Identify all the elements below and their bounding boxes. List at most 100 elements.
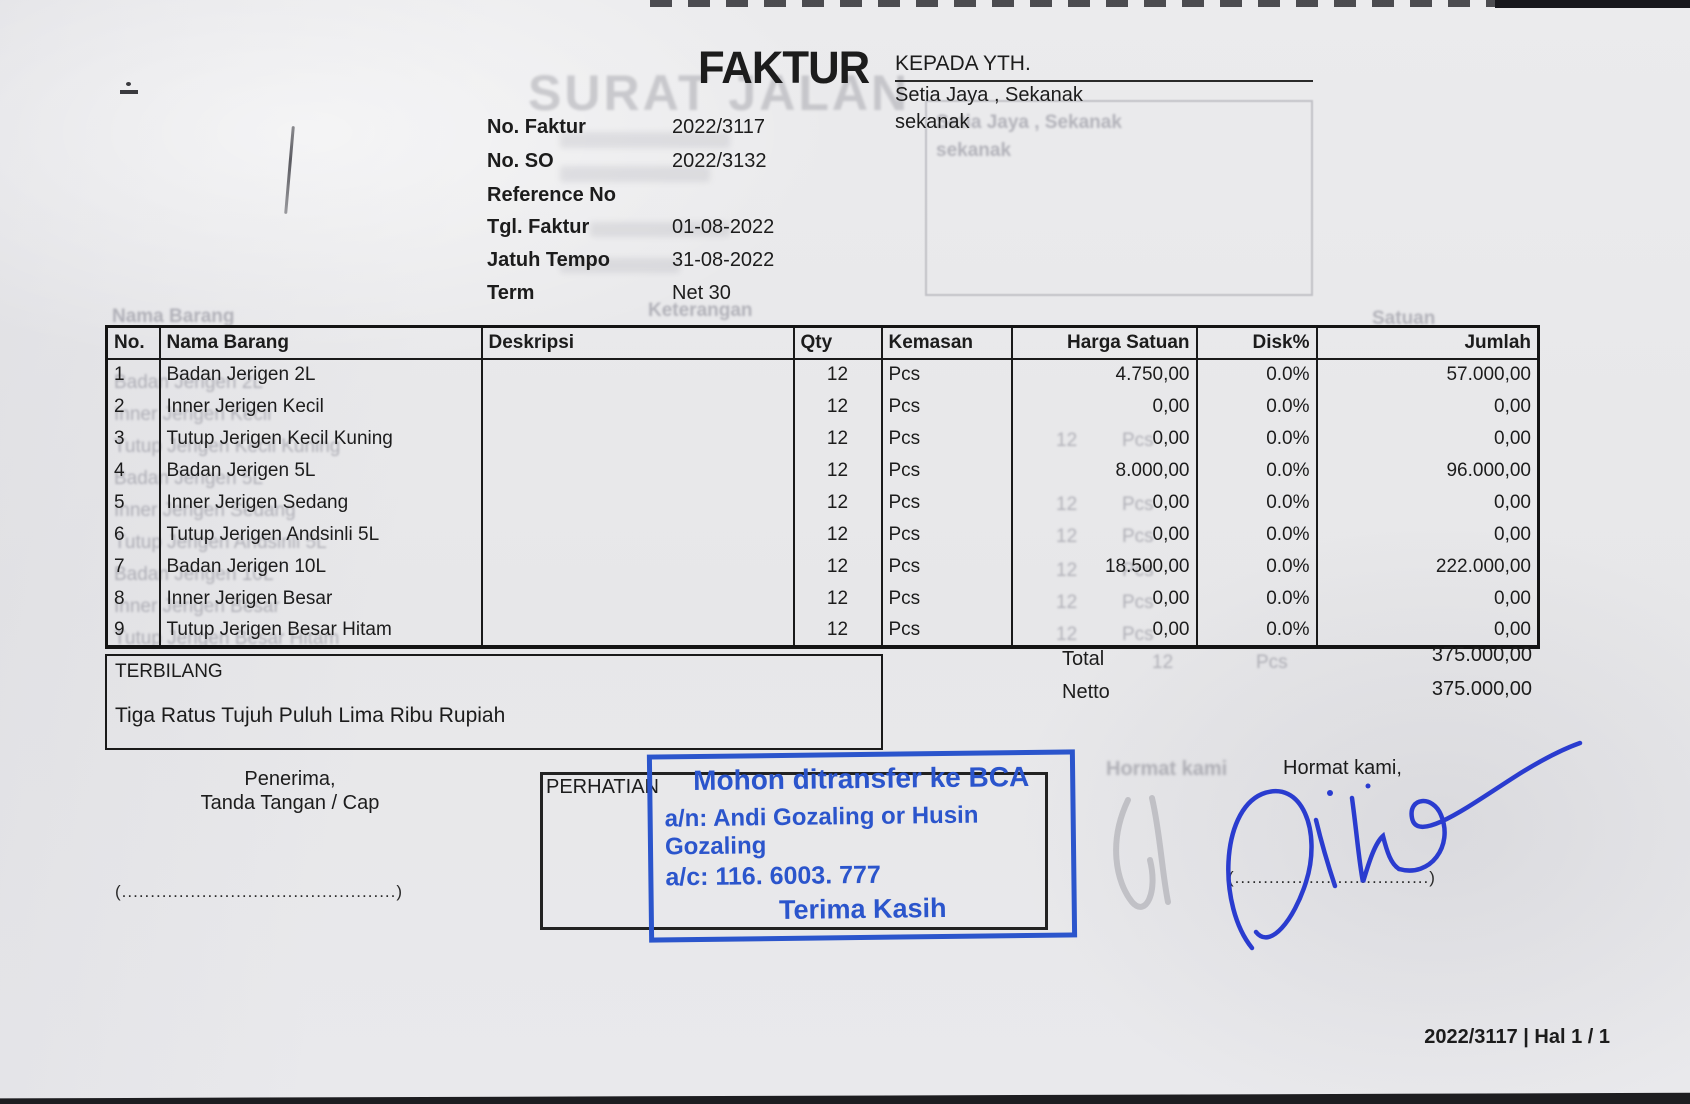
cell-kemasan: Pcs — [880, 422, 1013, 455]
stamp-line-thanks: Terima Kasih — [778, 892, 947, 926]
cell-nama: Badan Jerigen 10L — [158, 550, 483, 583]
meta-value-tgl-faktur: 01-08-2022 — [672, 216, 775, 238]
table-row: 7 Badan Jerigen 10L 12 Pcs 18.500,00 0.0% 222.… — [105, 550, 1540, 583]
col-qty: Qty — [792, 325, 883, 360]
total-label: Total — [1062, 648, 1105, 670]
cell-disk: 0.0% — [1195, 454, 1318, 487]
netto-value: 375.000,00 — [1431, 678, 1532, 700]
ghost-meta-smudge — [560, 258, 680, 273]
cell-jumlah: 222.000,00 — [1315, 550, 1540, 583]
table-row: 8 Inner Jerigen Besar 12 Pcs 0,00 0.0% 0,00 — [105, 582, 1540, 615]
cell-deskripsi — [480, 614, 795, 648]
cell-deskripsi — [480, 582, 795, 615]
cell-disk: 0.0% — [1195, 518, 1318, 551]
total-value: 375.000,00 — [1431, 644, 1532, 666]
cell-disk: 0.0% — [1195, 486, 1318, 519]
cell-deskripsi — [480, 486, 795, 519]
stamp-line-account-number: a/c: 116. 6003. 777 — [665, 860, 881, 892]
cell-disk: 0.0% — [1195, 390, 1318, 423]
meta-label-tgl-faktur: Tgl. Faktur — [487, 216, 590, 238]
cell-harga: 18.500,00 — [1010, 550, 1198, 583]
recipient-address: sekanak — [895, 111, 970, 133]
ghost-surat-jalan-title: SURAT JALAN — [528, 65, 911, 121]
cell-jumlah: 0,00 — [1315, 422, 1540, 455]
cell-qty: 12 — [792, 518, 883, 551]
cell-qty: 12 — [792, 582, 883, 615]
meta-value-no-so: 2022/3132 — [672, 150, 767, 172]
handwritten-signature — [1226, 740, 1583, 951]
stamp-line-transfer: Mohon ditransfer ke BCA — [692, 760, 1030, 797]
cell-qty: 12 — [792, 454, 883, 487]
penerima-label: Penerima, — [244, 768, 336, 790]
terbilang-amount-in-words: Tiga Ratus Tujuh Puluh Lima Ribu Rupiah — [115, 704, 506, 727]
cell-jumlah: 57.000,00 — [1315, 358, 1540, 391]
meta-label-reference-no: Reference No — [487, 184, 616, 206]
cell-jumlah: 0,00 — [1315, 390, 1540, 423]
cell-deskripsi — [480, 358, 795, 391]
meta-label-no-so: No. SO — [487, 150, 554, 172]
ghost-col-keterangan: Keterangan — [648, 300, 753, 321]
recipient-name: Setia Jaya , Sekanak — [895, 84, 1083, 106]
ghost-col-nama-barang: Nama Barang — [112, 306, 235, 327]
scan-bottom-edge-bar — [0, 1092, 1690, 1104]
cell-no: 6 — [105, 518, 161, 551]
cell-kemasan: Pcs — [880, 454, 1013, 487]
ghost-meta-smudge — [590, 222, 730, 237]
meta-value-jatuh-tempo: 31-08-2022 — [672, 249, 775, 271]
ghost-qty: 12 — [1152, 652, 1174, 673]
table-row: 5 Inner Jerigen Sedang 12 Pcs 0,00 0.0% 0,00 — [105, 486, 1540, 519]
col-no: No. — [105, 325, 161, 360]
cell-deskripsi — [480, 518, 795, 551]
page-title: FAKTUR — [698, 42, 870, 93]
cell-kemasan: Pcs — [880, 582, 1013, 615]
terbilang-label: TERBILANG — [115, 661, 223, 682]
cell-nama: Tutup Jerigen Kecil Kuning — [158, 422, 483, 455]
kepada-yth-label: KEPADA YTH. — [895, 52, 1313, 82]
cell-qty: 12 — [792, 614, 883, 648]
cell-harga: 0,00 — [1010, 518, 1198, 551]
cell-disk: 0.0% — [1195, 614, 1318, 648]
cell-disk: 0.0% — [1195, 358, 1318, 391]
cell-qty: 12 — [792, 550, 883, 583]
cell-nama: Tutup Jerigen Andsinli 5L — [158, 518, 483, 551]
cell-harga: 0,00 — [1010, 486, 1198, 519]
meta-label-no-faktur: No. Faktur — [487, 116, 586, 138]
cell-nama: Tutup Jerigen Besar Hitam — [158, 614, 483, 648]
cell-no: 2 — [105, 390, 161, 423]
meta-label-jatuh-tempo: Jatuh Tempo — [487, 249, 610, 271]
scan-top-edge-bar — [1495, 0, 1690, 8]
cell-disk: 0.0% — [1195, 422, 1318, 455]
cell-disk: 0.0% — [1195, 582, 1318, 615]
page-footer-invoice-number: 2022/3117 | Hal 1 / 1 — [1424, 1026, 1610, 1048]
cell-nama: Inner Jerigen Besar — [158, 582, 483, 615]
cell-jumlah: 0,00 — [1315, 582, 1540, 615]
cell-no: 7 — [105, 550, 161, 583]
netto-label: Netto — [1062, 681, 1110, 703]
cell-qty: 12 — [792, 358, 883, 391]
terbilang-box: TERBILANG Tiga Ratus Tujuh Puluh Lima Ri… — [105, 654, 883, 750]
staple-mark — [284, 126, 295, 214]
ghost-address-box — [925, 100, 1313, 296]
items-table: No. Nama Barang Deskripsi Qty Kemasan Ha… — [105, 325, 1540, 649]
cell-deskripsi — [480, 550, 795, 583]
col-kemasan: Kemasan — [880, 325, 1013, 360]
cell-harga: 4.750,00 — [1010, 358, 1198, 391]
cell-kemasan: Pcs — [880, 518, 1013, 551]
cell-qty: 12 — [792, 422, 883, 455]
bank-transfer-stamp: Mohon ditransfer ke BCA a/n: Andi Gozali… — [646, 749, 1078, 943]
tanda-tangan-cap-label: Tanda Tangan / Cap — [200, 792, 380, 814]
cell-jumlah: 0,00 — [1315, 614, 1540, 648]
cell-no: 8 — [105, 582, 161, 615]
cell-kemasan: Pcs — [880, 486, 1013, 519]
penerima-signature-line: (.......................................… — [115, 882, 404, 901]
table-row: 6 Tutup Jerigen Andsinli 5L 12 Pcs 0,00 0.0% 0… — [105, 518, 1540, 551]
meta-label-term: Term — [487, 282, 535, 304]
cell-kemasan: Pcs — [880, 390, 1013, 423]
cell-nama: Badan Jerigen 2L — [158, 358, 483, 391]
cell-harga: 8.000,00 — [1010, 454, 1198, 487]
hormat-signature-line: (..................................) — [1228, 868, 1436, 887]
col-harga-satuan: Harga Satuan — [1010, 325, 1198, 360]
cell-nama: Inner Jerigen Kecil — [158, 390, 483, 423]
ghost-address-line1: Setia Jaya , Sekanak — [936, 112, 1122, 133]
cell-nama: Inner Jerigen Sedang — [158, 486, 483, 519]
